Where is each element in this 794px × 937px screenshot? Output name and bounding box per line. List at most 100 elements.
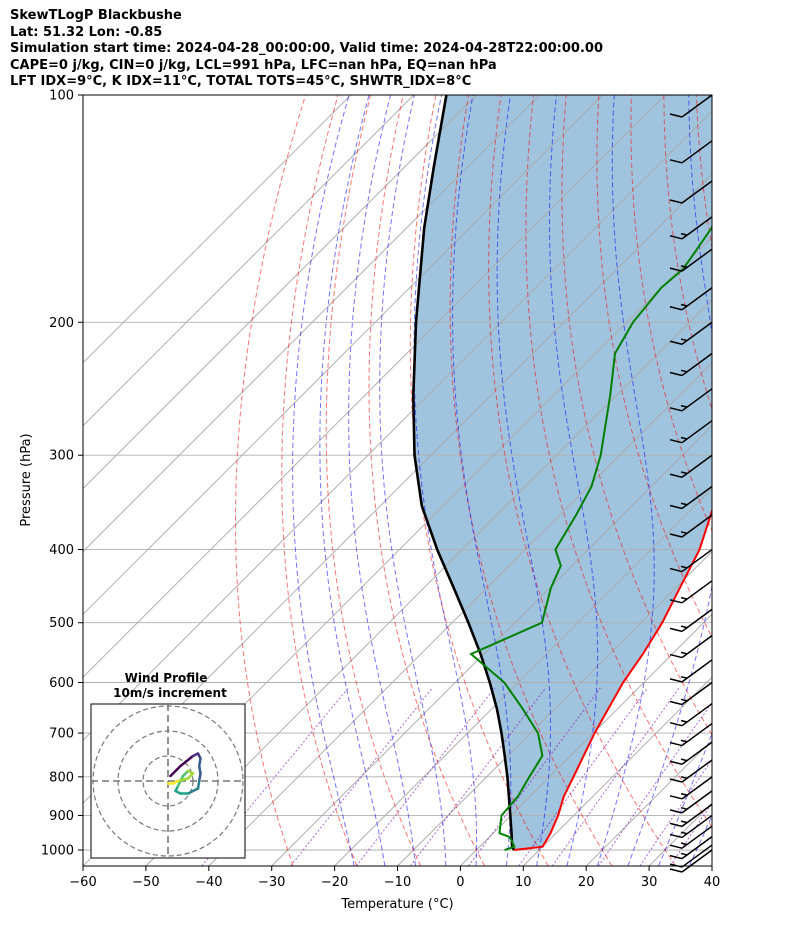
hodograph-segment (198, 757, 202, 768)
wind-barb (669, 352, 713, 377)
y-tick-label: 700 (49, 727, 74, 742)
mixing-ratio-line (597, 701, 712, 866)
wind-barb (669, 790, 713, 814)
wind-barb (669, 140, 713, 164)
y-tick-label: 900 (49, 809, 74, 824)
wind-barb (669, 94, 713, 118)
moist-adiabat (452, 95, 512, 866)
dry-adiabat (762, 95, 794, 866)
isotherm (83, 95, 603, 616)
isotherm (334, 487, 712, 866)
dry-adiabat (325, 95, 422, 866)
x-tick-label: −50 (132, 875, 159, 890)
wind-barb (669, 248, 713, 272)
mixing-ratio-line (669, 802, 712, 866)
moist-adiabat (348, 95, 416, 866)
wind-barb (669, 608, 713, 633)
y-axis-label: Pressure (hPa) (19, 433, 34, 526)
moist-adiabat (292, 95, 355, 866)
hodograph-segment (196, 779, 201, 790)
chart-title: SkewTLogP Blackbushe (10, 8, 182, 23)
wind-barb (669, 659, 713, 683)
moist-adiabat (720, 95, 794, 866)
wind-barb (669, 836, 713, 860)
dry-adiabat (281, 95, 358, 866)
y-tick-label: 300 (49, 449, 74, 464)
moist-adiabat (413, 95, 478, 866)
wind-barb (669, 420, 713, 444)
wind-barb (669, 814, 713, 839)
x-tick-label: −60 (69, 875, 96, 890)
y-tick-label: 200 (49, 316, 74, 331)
x-tick-label: 10 (515, 875, 532, 890)
y-tick-label: 600 (49, 676, 74, 691)
mixing-ratio-line (468, 687, 601, 866)
isotherm (711, 865, 712, 866)
wind-barb (669, 703, 713, 727)
dry-adiabat (368, 95, 485, 866)
wind-barb (669, 216, 713, 240)
isotherm (460, 613, 712, 866)
isotherm (145, 299, 712, 866)
wind-barb (669, 681, 713, 706)
wind-barb (669, 454, 713, 478)
x-tick-label: 40 (704, 875, 721, 890)
dry-adiabat (663, 95, 712, 411)
x-tick-label: 20 (578, 875, 595, 890)
moist-adiabat (596, 95, 655, 866)
time-line: Simulation start time: 2024-04-28_00:00:… (10, 41, 603, 57)
hodograph-segment (186, 787, 200, 795)
isotherm (83, 95, 540, 553)
adiabats-and-mixing-lines (201, 95, 794, 866)
hodograph-segment (179, 754, 195, 768)
wind-barbs (669, 94, 713, 873)
isotherm (271, 425, 712, 866)
isotherm (83, 95, 666, 678)
wind-barb (669, 722, 713, 747)
inset-title: Wind Profile (125, 671, 208, 685)
wind-barb (669, 388, 713, 412)
y-tick-label: 400 (49, 543, 74, 558)
moist-adiabat (496, 95, 552, 866)
hodograph-segment (171, 764, 182, 775)
dry-adiabat (235, 95, 306, 866)
wind-profile-inset: Wind Profile 10m/s increment (90, 671, 246, 859)
hodograph-segment (176, 777, 190, 783)
moist-adiabat (319, 95, 386, 866)
hodograph-segment (198, 772, 202, 783)
dewpoint-profile-line (469, 224, 712, 851)
dry-adiabat (729, 95, 794, 866)
mixing-ratio-line (409, 687, 547, 866)
mixing-ratio-line (518, 687, 649, 866)
wind-barb (669, 548, 713, 573)
y-tick-label: 500 (49, 616, 74, 631)
wind-barb (669, 485, 713, 510)
wind-barb (669, 634, 713, 659)
wind-barb (669, 825, 713, 849)
wind-barb (669, 759, 713, 783)
x-tick-label: 30 (641, 875, 658, 890)
isotherm (83, 95, 415, 427)
wind-barb (669, 741, 713, 766)
dry-adiabat (561, 95, 712, 736)
wind-barb (669, 776, 713, 800)
wind-barb (669, 580, 713, 604)
moist-adiabat (627, 95, 712, 866)
x-tick-label: 0 (456, 875, 464, 890)
axes: −60 −50 −40 −30 −20 −10 0 10 20 30 40 1000 900 800 700… (41, 89, 720, 891)
isotherm (83, 110, 712, 741)
x-tick-label: −30 (258, 875, 285, 890)
x-tick-label: −10 (384, 875, 411, 890)
moist-adiabat (379, 95, 447, 866)
isotherm (397, 550, 712, 866)
wind-barb (669, 803, 713, 828)
wind-barb (669, 321, 713, 346)
wind-barb (669, 287, 713, 311)
mixing-ratio-line (639, 758, 712, 866)
isotherm (522, 676, 712, 866)
hodograph-segment (198, 764, 202, 775)
mixing-ratio-line (551, 687, 680, 866)
dry-adiabat (449, 95, 613, 866)
chart-header: SkewTLogP Blackbushe Lat: 51.32 Lon: -0.… (10, 8, 603, 91)
